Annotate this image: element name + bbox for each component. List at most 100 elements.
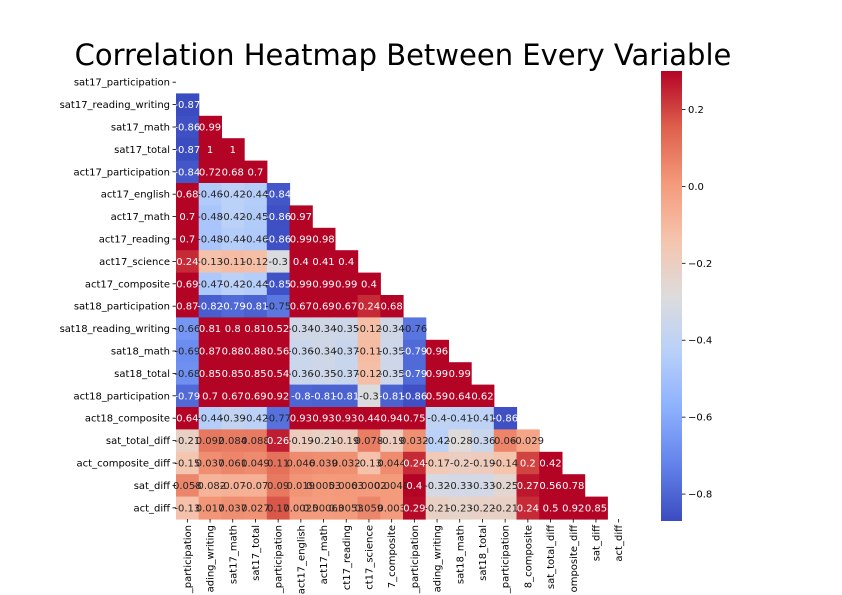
heatmap-cell-value: -0.07 (220, 481, 246, 492)
heatmap-cell-value: 0.06 (494, 436, 516, 447)
heatmap-cell-value: -0.19 (288, 436, 314, 447)
heatmap-cell-value: 0.4 (361, 279, 377, 290)
heatmap-cell (516, 429, 540, 453)
heatmap-cell-value: -0.12 (356, 369, 382, 380)
heatmap-cell-value: 0.99 (312, 279, 334, 290)
heatmap-cell-value: 0.039 (309, 459, 338, 470)
heatmap-cell (312, 474, 336, 498)
heatmap-cell-value: -0.44 (197, 414, 223, 425)
heatmap-cell-value: 0.69 (312, 302, 334, 313)
heatmap-cell (539, 451, 563, 475)
heatmap-cell-value: 0.93 (290, 414, 312, 425)
heatmap-cell (176, 317, 200, 341)
heatmap-cell-value: -0.36 (288, 347, 314, 358)
heatmap-cell-value: -0.84 (174, 167, 200, 178)
heatmap-cell-value: 0.88 (222, 347, 244, 358)
heatmap-cell-value: 0.00063 (303, 503, 344, 514)
colorbar-gradient (661, 71, 682, 521)
heatmap-cell (312, 407, 336, 430)
heatmap-cell (334, 362, 359, 386)
heatmap-cell-value: -0.35 (333, 324, 359, 335)
x-tick-label: act17_math (319, 525, 330, 584)
heatmap-cell (289, 429, 313, 453)
heatmap-cell (244, 339, 268, 363)
heatmap-cell-value: 0.54 (267, 369, 289, 380)
heatmap-cell-value: -0.35 (379, 369, 405, 380)
chart-title: Correlation Heatmap Between Every Variab… (75, 38, 732, 72)
heatmap-cell (198, 407, 222, 430)
heatmap-cell (448, 451, 472, 475)
heatmap-cell (403, 384, 427, 408)
y-tick-label: act17_english (101, 190, 170, 201)
heatmap-cell-value: 0.24 (176, 257, 198, 268)
heatmap-cell (221, 250, 245, 274)
heatmap-cell-value: -0.14 (492, 459, 518, 470)
y-tick-label: sat18_total (114, 369, 170, 380)
heatmap-cell (312, 429, 336, 453)
heatmap-cell (289, 205, 313, 229)
heatmap-cell (403, 429, 427, 453)
y-tick-label: act17_reading (99, 235, 170, 246)
heatmap-cell (176, 474, 200, 498)
x-tick-label: ct17_reading (342, 525, 353, 590)
heatmap-cell-value: -0.33 (447, 481, 473, 492)
heatmap-cell (221, 317, 245, 341)
heatmap-cell-value: -0.25 (492, 481, 518, 492)
heatmap-cell (334, 339, 359, 363)
heatmap-cell-value: 1 (207, 145, 213, 156)
heatmap-cell-value: 0.69 (176, 279, 198, 290)
heatmap-cell-value: -0.86 (265, 235, 291, 246)
heatmap-cell (425, 362, 449, 386)
heatmap-cell (289, 451, 313, 475)
heatmap-cell (221, 272, 245, 296)
y-tick-label: act17_participation (74, 167, 170, 178)
heatmap-cell-value: 0.078 (355, 436, 384, 447)
heatmap-cell (380, 362, 404, 386)
heatmap-cell (221, 407, 245, 430)
heatmap-cell-value: -0.44 (243, 279, 269, 290)
heatmap-cell (380, 339, 404, 363)
heatmap-cell-value: 0.061 (218, 459, 247, 470)
heatmap-cell (198, 183, 222, 206)
heatmap-cell (312, 339, 336, 363)
y-tick-label: act17_composite (85, 279, 170, 290)
heatmap-cell-value: -0.19 (333, 436, 359, 447)
heatmap-cell (176, 227, 200, 251)
x-tick-label: act17_english (296, 525, 307, 594)
heatmap-cell (289, 339, 313, 363)
heatmap-cell-value: 0.97 (290, 212, 312, 223)
heatmap-cell (357, 407, 381, 430)
heatmap-cell-value: -0.13 (197, 257, 223, 268)
heatmap-cell-value: 0.2 (520, 459, 536, 470)
heatmap-cell (516, 451, 540, 475)
y-tick-label: sat18_math (111, 347, 170, 358)
heatmap-cell (334, 429, 359, 453)
y-tick-label: sat_total_diff (106, 436, 171, 447)
heatmap-cell-value: -0.84 (265, 190, 291, 201)
heatmap-cell-value: -0.3 (268, 257, 288, 268)
heatmap-cell-value: 0.75 (403, 414, 425, 425)
y-tick-label: act_diff (133, 503, 171, 514)
heatmap-cell (493, 451, 518, 475)
heatmap-cell-value: -0.13 (174, 503, 200, 514)
heatmap-cell-value: 0.67 (335, 302, 357, 313)
heatmap-cell-value: 0.56 (267, 347, 289, 358)
heatmap-cell (334, 474, 359, 498)
heatmap-cell (198, 138, 222, 162)
heatmap-cell-value: 0.78 (562, 481, 584, 492)
heatmap-cell (403, 474, 427, 498)
y-tick-label: act18_composite (85, 414, 170, 425)
heatmap-cell (289, 227, 313, 251)
heatmap-cell-value: -0.66 (174, 324, 200, 335)
heatmap-cell-value: -0.69 (174, 347, 200, 358)
heatmap-cell-value: 0.88 (244, 347, 266, 358)
x-tick-label: sat18_total (478, 525, 489, 581)
heatmap-cell-value: 0.09 (267, 481, 289, 492)
heatmap-cell (176, 93, 200, 117)
heatmap-cell (516, 474, 540, 498)
heatmap-cell (425, 451, 449, 475)
heatmap-cell-value: 0.93 (335, 414, 357, 425)
heatmap-cell (312, 227, 336, 251)
heatmap-cell-value: -0.86 (174, 123, 200, 134)
heatmap-cell (334, 317, 359, 341)
